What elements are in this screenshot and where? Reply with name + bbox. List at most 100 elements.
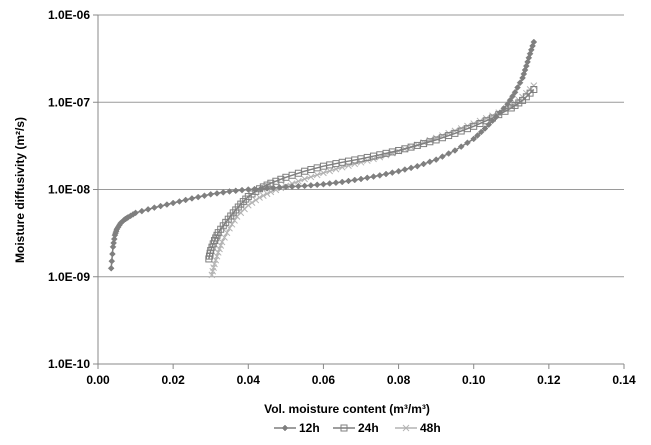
data-point-12h — [496, 109, 504, 116]
data-point-12h — [485, 121, 493, 128]
data-point-12h — [477, 128, 485, 136]
legend-marker — [340, 424, 348, 432]
data-point-48h — [211, 260, 218, 268]
data-point-24h — [277, 175, 285, 183]
data-point-12h — [219, 189, 227, 196]
data-point-48h — [295, 177, 302, 185]
legend: 12h 24h 48h — [274, 421, 441, 435]
data-point-12h — [151, 204, 158, 211]
legend-marker — [402, 424, 410, 432]
data-point-12h — [288, 183, 296, 190]
series-24h — [205, 86, 538, 263]
data-point-12h — [295, 182, 302, 190]
x-tick-label: 0.04 — [237, 373, 261, 387]
data-point-12h — [326, 180, 334, 187]
data-point-48h — [259, 192, 267, 199]
data-point-48h — [320, 169, 327, 177]
x-tick-label: 0.10 — [462, 373, 486, 387]
legend-item-24h: 24h — [333, 421, 379, 435]
data-point-12h — [109, 250, 116, 258]
data-point-12h — [382, 170, 390, 178]
data-point-48h — [345, 162, 352, 169]
data-point-12h — [332, 179, 340, 187]
data-point-12h — [313, 181, 321, 189]
legend-label: 12h — [299, 421, 320, 435]
data-point-48h — [263, 190, 271, 198]
data-point-12h — [182, 196, 190, 204]
y-tick-label: 1.0E-10 — [48, 357, 90, 371]
data-point-48h — [212, 256, 220, 264]
data-point-48h — [231, 217, 238, 224]
data-point-12h — [320, 180, 327, 188]
data-point-12h — [276, 184, 283, 191]
x-tick-label: 0.02 — [161, 373, 185, 387]
data-point-12h — [514, 84, 521, 91]
data-point-12h — [307, 181, 315, 189]
data-point-48h — [301, 175, 308, 183]
data-point-48h — [216, 245, 223, 253]
y-tick-label: 1.0E-08 — [48, 183, 90, 197]
data-point-48h — [223, 229, 231, 237]
data-point-12h — [432, 156, 440, 163]
data-point-48h — [332, 165, 340, 173]
data-point-12h — [188, 195, 196, 202]
series-line-12h — [110, 41, 535, 269]
data-point-48h — [221, 234, 228, 241]
data-point-12h — [451, 147, 459, 154]
data-point-12h — [213, 190, 221, 197]
data-point-12h — [138, 207, 146, 215]
data-point-12h — [474, 132, 481, 139]
data-point-12h — [238, 186, 246, 194]
data-point-12h — [481, 125, 489, 132]
y-axis-title: Moisture diffusivity (m²/s) — [13, 117, 27, 263]
series-12h — [107, 38, 538, 272]
legend-label: 48h — [420, 421, 441, 435]
data-point-24h — [522, 93, 530, 101]
data-point-24h — [267, 179, 275, 187]
data-point-48h — [530, 82, 538, 89]
data-point-12h — [530, 38, 538, 46]
series-line-48h — [211, 85, 535, 276]
data-point-12h — [244, 186, 252, 193]
data-point-12h — [500, 105, 508, 112]
data-point-12h — [132, 209, 139, 217]
data-point-48h — [226, 224, 233, 232]
data-point-12h — [357, 175, 365, 183]
data-point-12h — [107, 264, 115, 272]
data-point-48h — [357, 158, 365, 166]
data-point-12h — [504, 100, 511, 108]
data-point-48h — [218, 238, 226, 246]
data-point-12h — [251, 185, 258, 193]
data-point-12h — [388, 169, 396, 176]
series-layer — [107, 38, 538, 279]
data-point-12h — [282, 183, 290, 191]
data-point-12h — [144, 206, 152, 213]
data-point-24h — [272, 177, 280, 185]
legend-item-48h: 48h — [395, 421, 441, 435]
x-tick-label: 0.14 — [612, 373, 636, 387]
data-point-12h — [232, 187, 240, 195]
data-point-12h — [489, 117, 496, 125]
data-point-48h — [213, 252, 221, 260]
legend-marker — [281, 424, 289, 432]
data-point-12h — [226, 188, 233, 195]
data-point-12h — [157, 202, 164, 210]
data-point-12h — [457, 143, 465, 150]
data-point-12h — [439, 153, 446, 160]
x-tick-label: 0.12 — [537, 373, 561, 387]
data-point-12h — [338, 178, 346, 186]
axes — [93, 14, 625, 369]
y-tick-label: 1.0E-09 — [48, 270, 90, 284]
series-48h — [208, 82, 538, 279]
series-line-24h — [208, 88, 535, 260]
data-point-12h — [407, 164, 415, 172]
data-point-12h — [370, 173, 377, 180]
x-axis-title: Vol. moisture content (m³/m³) — [264, 402, 430, 416]
grid-lines — [98, 14, 624, 278]
data-point-12h — [395, 167, 402, 175]
data-point-48h — [256, 194, 263, 201]
data-point-12h — [163, 201, 171, 208]
data-point-12h — [201, 192, 208, 200]
data-point-12h — [445, 150, 453, 157]
data-point-12h — [492, 113, 500, 121]
